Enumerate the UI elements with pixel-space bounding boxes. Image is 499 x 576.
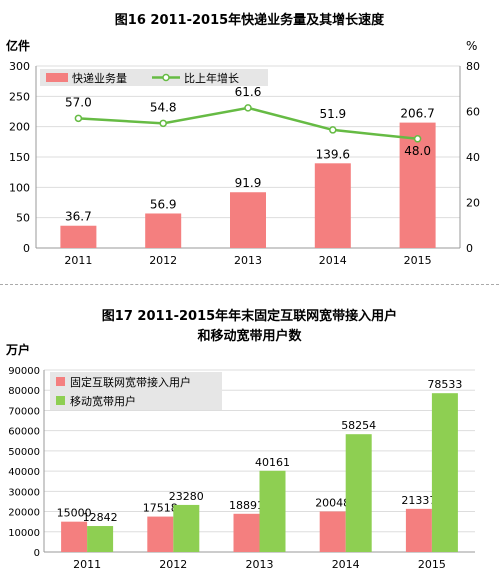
chart2-svg: 0 10000 20000 30000 40000 50000 60000 70000 8000… — [5, 342, 475, 571]
y-tick-label-left: 150 — [9, 151, 30, 164]
y-tick-label: 90000 — [8, 366, 40, 377]
y-tick-label: 70000 — [8, 406, 40, 417]
line-value-label: 61.6 — [235, 85, 262, 99]
y-tick-label-right: 0 — [466, 242, 473, 255]
bar-mobile-broadband — [173, 504, 200, 552]
y-tick-label-left: 100 — [9, 181, 30, 194]
legend-swatch-point — [162, 73, 170, 82]
y-axis-unit-right: % — [466, 39, 477, 53]
y-tick-label-right: 80 — [466, 60, 480, 73]
bar-value-label: 78533 — [427, 378, 462, 391]
y-tick-label-left: 250 — [9, 90, 30, 103]
x-tick-label: 2015 — [418, 558, 446, 571]
bar-fixed-broadband — [233, 513, 260, 552]
y-tick-label: 30000 — [8, 487, 40, 498]
y-tick-label-right: 60 — [466, 106, 480, 119]
y-tick-label: 40000 — [8, 467, 40, 478]
bar-mobile-broadband — [345, 434, 372, 552]
legend-swatch-bar — [46, 73, 68, 82]
x-tick-label: 2012 — [159, 558, 187, 571]
bar-value-label: 139.6 — [316, 147, 350, 161]
legend-swatch-fixed — [56, 377, 65, 386]
bar-express-volume — [230, 192, 266, 248]
y-tick-label: 50000 — [8, 447, 40, 458]
bar-value-label: 12842 — [83, 511, 118, 524]
bar-value-label: 17518 — [143, 502, 178, 515]
chart-express-delivery: 图16 2011-2015年快递业务量及其增长速度 0 50 100 150 200 25… — [0, 0, 499, 280]
chart-broadband-users: 图17 2011-2015年年末固定互联网宽带接入用户 和移动宽带用户数 0 10… — [0, 296, 499, 576]
bar-mobile-broadband — [87, 526, 114, 552]
line-growth-rate — [78, 106, 418, 141]
line-point — [244, 104, 252, 112]
legend-label-mobile: 移动宽带用户 — [70, 394, 136, 408]
chart1-title: 图16 2011-2015年快递业务量及其增长速度 — [114, 13, 385, 28]
bar-value-label: 18891 — [229, 499, 264, 512]
y-tick-label-left: 200 — [9, 121, 30, 134]
bar-fixed-broadband — [61, 521, 88, 552]
bar-value-label: 206.7 — [400, 107, 434, 121]
bar-value-label: 21337 — [401, 494, 436, 507]
bar-value-label: 40161 — [255, 456, 290, 469]
legend-label-bar: 快递业务量 — [72, 71, 127, 85]
legend-label-fixed: 固定互联网宽带接入用户 — [70, 375, 191, 389]
x-tick-label: 2011 — [73, 558, 101, 571]
chart2-title-line2: 和移动宽带用户数 — [197, 329, 302, 344]
chart-divider — [0, 284, 499, 285]
y-tick-label-left: 0 — [23, 242, 30, 255]
chart1-svg: 0 50 100 150 200 250 300 0 20 40 60 80 亿件 % 36.7 56.9 91… — [6, 38, 480, 267]
bar-mobile-broadband — [431, 393, 458, 552]
bar-fixed-broadband — [405, 508, 432, 552]
x-tick-label: 2015 — [404, 254, 432, 267]
y-tick-label: 10000 — [8, 528, 40, 539]
x-tick-label: 2014 — [332, 558, 360, 571]
chart2-title-line1: 图17 2011-2015年年末固定互联网宽带接入用户 — [101, 309, 398, 324]
line-point — [413, 135, 422, 143]
bar-express-volume — [60, 225, 97, 248]
bar-express-volume — [314, 163, 351, 248]
bar-value-label: 56.9 — [150, 197, 177, 211]
x-tick-label: 2014 — [319, 254, 347, 267]
y-tick-label-right: 40 — [466, 151, 480, 164]
y-tick-label: 60000 — [8, 427, 40, 438]
line-value-label: 57.0 — [65, 95, 92, 109]
y-tick-label: 0 — [34, 548, 40, 559]
legend-background — [50, 372, 222, 410]
y-tick-label-right: 20 — [466, 197, 480, 210]
bar-fixed-broadband — [319, 511, 346, 552]
bar-value-label: 91.9 — [235, 176, 262, 190]
y-axis-unit: 万户 — [5, 342, 30, 357]
bar-value-label: 23280 — [169, 490, 204, 503]
line-value-label: 54.8 — [150, 100, 177, 114]
y-tick-label: 20000 — [8, 508, 40, 519]
line-point — [74, 114, 83, 123]
line-point — [159, 119, 167, 128]
y-axis-unit-left: 亿件 — [6, 38, 30, 53]
bar-express-volume — [145, 213, 182, 248]
legend-swatch-mobile — [56, 396, 65, 405]
y-tick-label: 80000 — [8, 386, 40, 397]
line-point — [329, 126, 337, 134]
line-value-label: 51.9 — [319, 107, 346, 121]
y-tick-label-left: 50 — [16, 212, 30, 225]
x-tick-label: 2013 — [234, 254, 262, 267]
bar-mobile-broadband — [259, 470, 286, 552]
legend-label-line: 比上年增长 — [184, 71, 239, 85]
bar-value-label: 15000 — [57, 507, 92, 520]
bar-value-label: 58254 — [341, 419, 376, 432]
line-value-label: 48.0 — [404, 144, 431, 158]
bar-value-label: 36.7 — [65, 210, 92, 224]
x-tick-label: 2011 — [64, 254, 92, 267]
x-tick-label: 2012 — [149, 254, 177, 267]
bar-value-label: 20048 — [315, 496, 350, 509]
bar-fixed-broadband — [147, 516, 174, 552]
y-tick-label-left: 300 — [9, 60, 30, 73]
bar-express-volume — [399, 122, 436, 248]
x-tick-label: 2013 — [246, 558, 274, 571]
